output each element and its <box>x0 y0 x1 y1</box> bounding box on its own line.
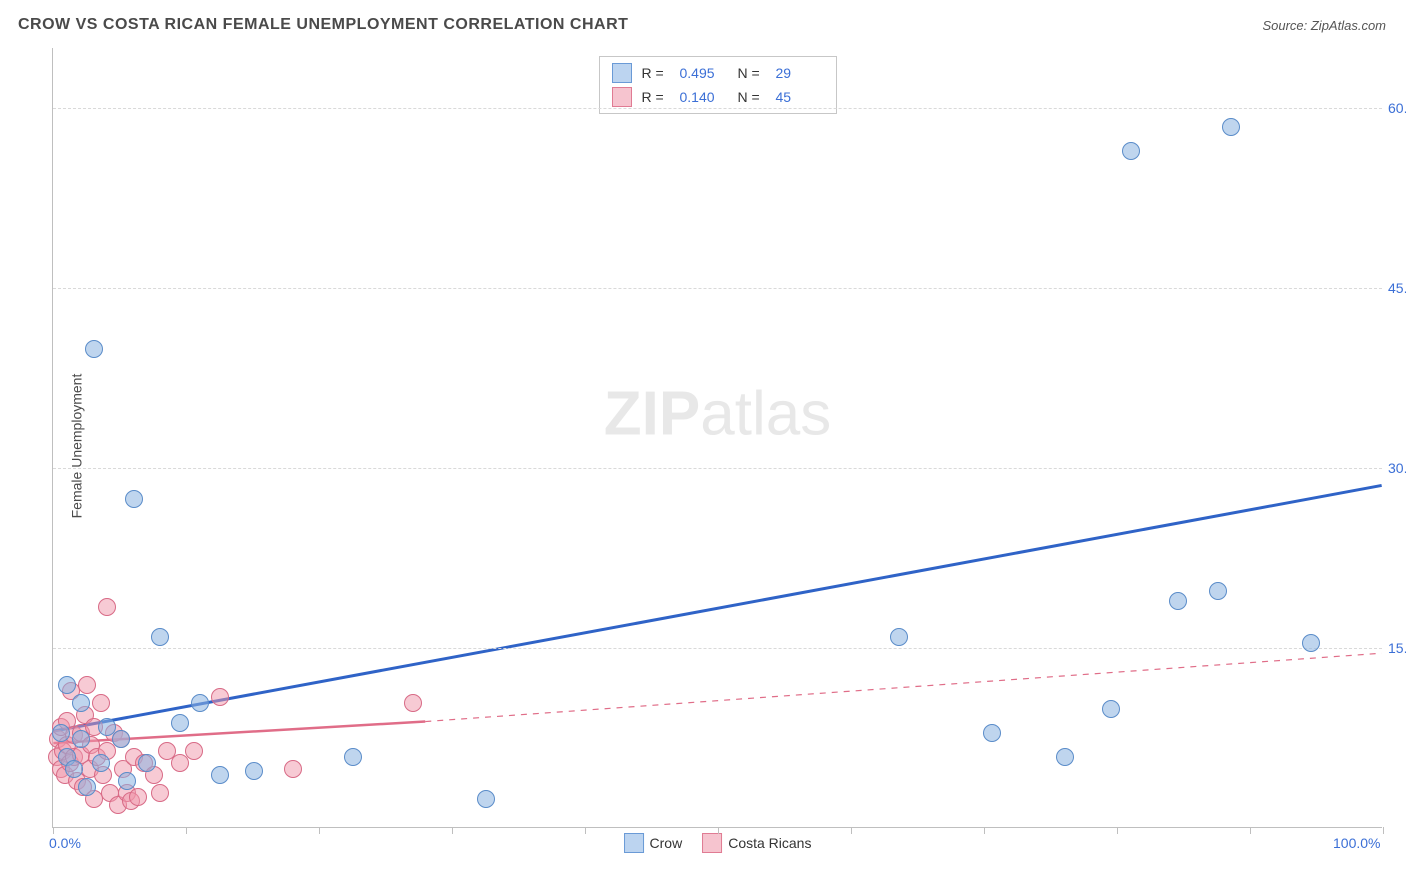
data-point-crow <box>1302 634 1320 652</box>
data-point-crow <box>72 694 90 712</box>
chart-container: CROW VS COSTA RICAN FEMALE UNEMPLOYMENT … <box>0 0 1406 892</box>
legend-item-costa: Costa Ricans <box>702 833 811 853</box>
y-tick-label: 15.0% <box>1388 640 1406 656</box>
n-label: N = <box>738 65 766 81</box>
x-tick <box>319 827 320 834</box>
swatch-costa-bottom <box>702 833 722 853</box>
legend-item-crow: Crow <box>624 833 683 853</box>
data-point-crow <box>245 762 263 780</box>
plot-area: ZIPatlas R = 0.495 N = 29 R = 0.140 N = … <box>52 48 1382 828</box>
x-tick-label: 100.0% <box>1333 835 1380 851</box>
legend-correlation: R = 0.495 N = 29 R = 0.140 N = 45 <box>599 56 837 114</box>
x-tick <box>452 827 453 834</box>
data-point-crow <box>52 724 70 742</box>
data-point-costa <box>129 788 147 806</box>
x-tick <box>718 827 719 834</box>
data-point-crow <box>92 754 110 772</box>
legend-series: Crow Costa Ricans <box>624 833 812 853</box>
gridline-h <box>53 288 1382 289</box>
data-point-crow <box>112 730 130 748</box>
n-value-crow: 29 <box>776 65 824 81</box>
n-label: N = <box>738 89 766 105</box>
trend-line <box>425 653 1381 721</box>
data-point-crow <box>1056 748 1074 766</box>
legend-label-costa: Costa Ricans <box>728 835 811 851</box>
r-value-costa: 0.140 <box>680 89 728 105</box>
r-label: R = <box>642 89 670 105</box>
swatch-costa <box>612 87 632 107</box>
data-point-crow <box>138 754 156 772</box>
data-point-crow <box>890 628 908 646</box>
data-point-crow <box>983 724 1001 742</box>
x-tick <box>984 827 985 834</box>
trend-lines <box>53 48 1382 827</box>
gridline-h <box>53 648 1382 649</box>
x-tick <box>1250 827 1251 834</box>
data-point-crow <box>1222 118 1240 136</box>
swatch-crow <box>612 63 632 83</box>
legend-row-crow: R = 0.495 N = 29 <box>610 61 826 85</box>
data-point-costa <box>92 694 110 712</box>
data-point-crow <box>85 340 103 358</box>
data-point-crow <box>65 760 83 778</box>
data-point-crow <box>72 730 90 748</box>
x-tick <box>1117 827 1118 834</box>
r-value-crow: 0.495 <box>680 65 728 81</box>
y-tick-label: 45.0% <box>1388 280 1406 296</box>
x-tick-label: 0.0% <box>49 835 81 851</box>
swatch-crow-bottom <box>624 833 644 853</box>
data-point-crow <box>1169 592 1187 610</box>
x-tick <box>53 827 54 834</box>
data-point-costa <box>404 694 422 712</box>
n-value-costa: 45 <box>776 89 824 105</box>
legend-label-crow: Crow <box>650 835 683 851</box>
y-tick-label: 30.0% <box>1388 460 1406 476</box>
y-tick-label: 60.0% <box>1388 100 1406 116</box>
r-label: R = <box>642 65 670 81</box>
x-tick <box>585 827 586 834</box>
x-tick <box>186 827 187 834</box>
gridline-h <box>53 468 1382 469</box>
gridline-h <box>53 108 1382 109</box>
x-tick <box>851 827 852 834</box>
data-point-crow <box>125 490 143 508</box>
legend-row-costa: R = 0.140 N = 45 <box>610 85 826 109</box>
data-point-costa <box>185 742 203 760</box>
source-label: Source: ZipAtlas.com <box>1262 18 1386 33</box>
chart-title: CROW VS COSTA RICAN FEMALE UNEMPLOYMENT … <box>18 16 628 34</box>
x-tick <box>1383 827 1384 834</box>
